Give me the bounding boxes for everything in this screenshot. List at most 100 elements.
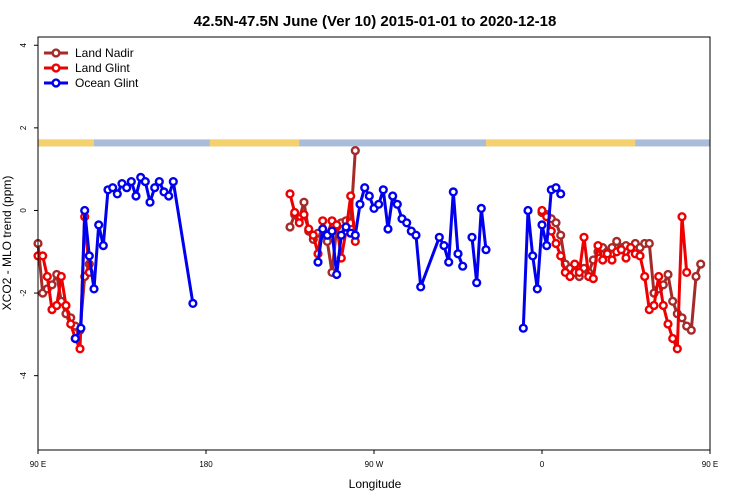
data-point <box>360 183 370 193</box>
data-point <box>318 224 328 234</box>
data-point <box>668 333 678 344</box>
data-point <box>112 189 122 199</box>
data-point <box>556 230 566 240</box>
plot-frame <box>37 36 711 451</box>
data-point <box>336 230 346 240</box>
data-point <box>364 191 374 201</box>
data-point <box>453 249 463 259</box>
data-point <box>626 243 636 253</box>
data-point <box>439 241 449 251</box>
land-band-segment <box>209 139 300 147</box>
data-point <box>299 210 309 220</box>
data-point <box>640 271 650 282</box>
x-tick-label: 90 E <box>30 460 46 469</box>
data-point <box>75 344 85 354</box>
data-point <box>290 207 300 218</box>
data-point <box>355 199 365 209</box>
data-point <box>649 300 659 311</box>
data-point <box>574 267 584 278</box>
data-point <box>672 344 682 354</box>
data-point <box>668 296 678 306</box>
legend-marker <box>51 63 61 73</box>
data-point <box>593 241 603 251</box>
data-point <box>551 183 561 193</box>
data-point <box>374 199 384 209</box>
series-ocean-glint <box>70 172 566 344</box>
data-point <box>294 218 304 228</box>
data-point <box>164 191 174 201</box>
data-point <box>607 255 617 265</box>
data-point <box>556 189 566 199</box>
data-point <box>388 191 398 201</box>
data-point <box>444 257 454 267</box>
data-point <box>383 224 393 234</box>
data-point <box>551 218 561 228</box>
data-point <box>537 220 547 230</box>
data-point <box>285 222 295 232</box>
data-point <box>84 251 94 261</box>
data-point <box>341 222 351 232</box>
x-tick-label: 90 E <box>702 460 718 469</box>
data-point <box>598 255 608 265</box>
y-tick-label: -4 <box>19 372 28 380</box>
data-point <box>644 238 654 249</box>
data-point <box>658 300 668 311</box>
legend-item-ocean-glint: Ocean Glint <box>44 76 139 90</box>
data-point <box>402 218 412 228</box>
data-point <box>150 183 160 193</box>
data-point <box>131 191 141 201</box>
data-point <box>542 241 552 251</box>
data-point <box>588 274 598 284</box>
data-point <box>350 146 360 156</box>
data-point <box>677 212 687 222</box>
y-tick-label: 0 <box>19 208 28 213</box>
x-tick-label: 0 <box>540 460 545 469</box>
data-point <box>551 238 561 249</box>
data-point <box>537 205 547 216</box>
land-band-segment <box>38 139 94 147</box>
land-ocean-band <box>38 139 710 147</box>
data-point <box>108 183 118 193</box>
series-land-nadir <box>33 146 706 335</box>
data-point <box>122 183 132 193</box>
x-axis: 90 E 180 90 W 0 90 E <box>30 450 718 469</box>
data-point <box>188 298 198 309</box>
x-axis-label: Longitude <box>349 477 402 491</box>
data-point <box>518 323 528 333</box>
data-point <box>686 325 696 335</box>
data-point <box>350 230 360 240</box>
data-point <box>56 271 66 282</box>
data-point <box>70 333 80 344</box>
data-point <box>635 251 645 261</box>
legend-item-land-nadir: Land Nadir <box>44 46 134 60</box>
y-tick-label: 2 <box>19 125 28 130</box>
legend-marker <box>51 48 61 58</box>
data-point <box>691 271 701 282</box>
data-point <box>434 232 444 242</box>
data-point <box>532 284 542 294</box>
data-point <box>168 177 178 187</box>
legend-item-land-glint: Land Glint <box>44 61 130 75</box>
data-point <box>52 300 62 311</box>
data-point <box>145 197 155 207</box>
series-line <box>470 206 488 285</box>
data-point <box>523 205 533 216</box>
y-axis: -4 -2 0 2 4 <box>19 42 38 379</box>
data-point <box>481 245 491 255</box>
data-point <box>94 220 104 230</box>
data-point <box>579 232 589 242</box>
data-point <box>332 220 342 230</box>
legend-marker <box>51 78 61 88</box>
data-point <box>612 236 622 247</box>
y-tick-label: 4 <box>19 42 28 47</box>
data-point <box>346 191 356 201</box>
data-point <box>318 216 328 226</box>
data-point <box>565 271 575 282</box>
data-point <box>308 230 318 240</box>
data-point <box>570 259 580 269</box>
data-point <box>458 261 468 271</box>
data-point <box>327 226 337 236</box>
data-point <box>89 284 99 294</box>
